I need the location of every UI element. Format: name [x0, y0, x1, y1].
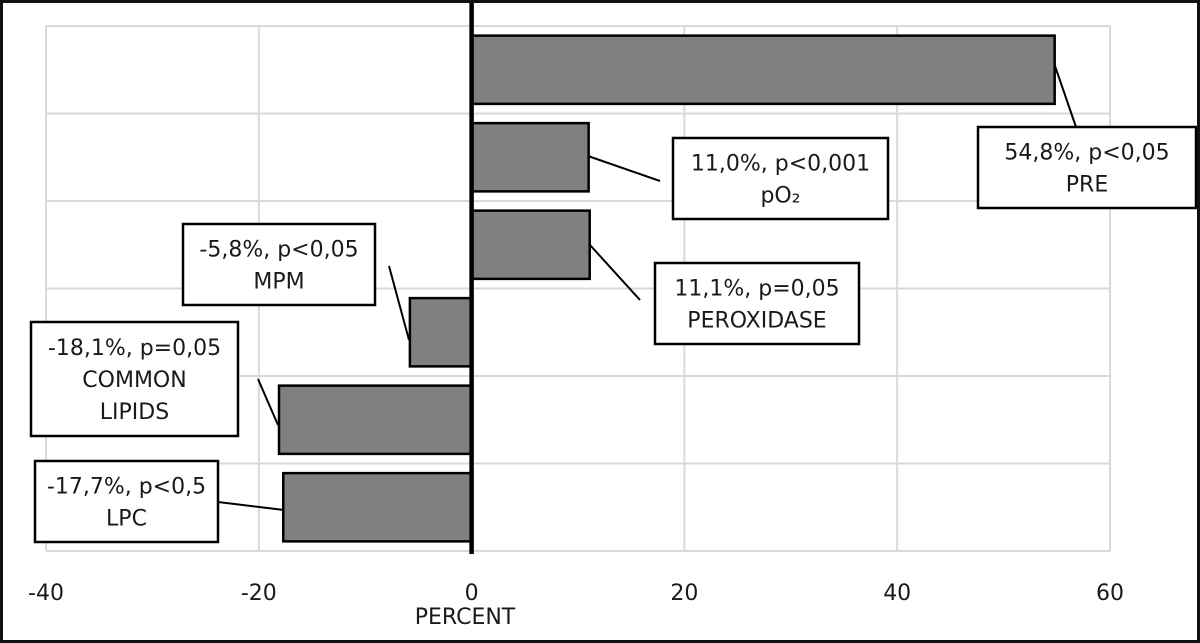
- callouts: 54,8%, p<0,05 PRE 11,0%, p<0,001 pO₂ 11,1%, …: [29, 125, 1198, 544]
- callout-box: [653, 261, 861, 346]
- callout-leader-line: [388, 265, 410, 341]
- callout-text: LPC: [106, 507, 147, 532]
- callout-leader-line: [257, 378, 279, 426]
- callout-leader-line: [587, 155, 661, 182]
- callout-text: PEROXIDASE: [687, 309, 826, 334]
- bar-peroxidase: [470, 209, 591, 281]
- callout-lpc: -17,7%, p<0,5 LPC: [33, 459, 220, 544]
- callout-text: -5,8%, p<0,05: [199, 238, 358, 263]
- callout-text: PRE: [1066, 173, 1108, 198]
- callout-text: 11,0%, p<0,001: [691, 152, 870, 177]
- x-axis-title: PERCENT: [415, 605, 516, 630]
- callout-text: 11,1%, p=0,05: [674, 277, 839, 302]
- callout-mpm: -5,8%, p<0,05 MPM: [181, 222, 377, 307]
- callout-leader-line: [1054, 65, 1077, 128]
- callout-box: [671, 136, 890, 221]
- callout-text: COMMON: [82, 368, 186, 393]
- x-tick-label: 0: [465, 581, 479, 606]
- callout-box: [33, 459, 220, 544]
- callout-box: [29, 320, 240, 438]
- callout-common-lipids: -18,1%, p=0,05 COMMON LIPIDS: [29, 320, 240, 438]
- callout-leader-lines: [217, 65, 1077, 511]
- bar-po2: [470, 121, 590, 193]
- callout-peroxidase: 11,1%, p=0,05 PEROXIDASE: [653, 261, 861, 346]
- callout-leader-line: [217, 501, 285, 511]
- callout-text: LIPIDS: [100, 400, 169, 425]
- callout-leader-line: [589, 244, 641, 301]
- bar-lpc: [282, 471, 473, 543]
- x-tick-label: 60: [1096, 581, 1124, 606]
- callout-text: 54,8%, p<0,05: [1004, 141, 1169, 166]
- bar-pre: [470, 34, 1056, 106]
- bars: [277, 3, 1056, 554]
- bar-common-lipids: [277, 384, 473, 456]
- callout-pre: 54,8%, p<0,05 PRE: [976, 125, 1198, 210]
- callout-text: -17,7%, p<0,5: [47, 475, 206, 500]
- callout-po2: 11,0%, p<0,001 pO₂: [671, 136, 890, 221]
- callout-box: [181, 222, 377, 307]
- x-tick-label: -20: [241, 581, 277, 606]
- callout-text: MPM: [253, 270, 304, 295]
- x-tick-label: -40: [28, 581, 64, 606]
- callout-text: -18,1%, p=0,05: [48, 336, 221, 361]
- callout-box: [976, 125, 1198, 210]
- x-tick-label: 20: [670, 581, 698, 606]
- callout-text: pO₂: [760, 184, 800, 209]
- x-tick-label: 40: [883, 581, 911, 606]
- x-tick-labels: -40 -20 0 20 40 60: [28, 581, 1124, 606]
- bar-mpm: [408, 296, 473, 368]
